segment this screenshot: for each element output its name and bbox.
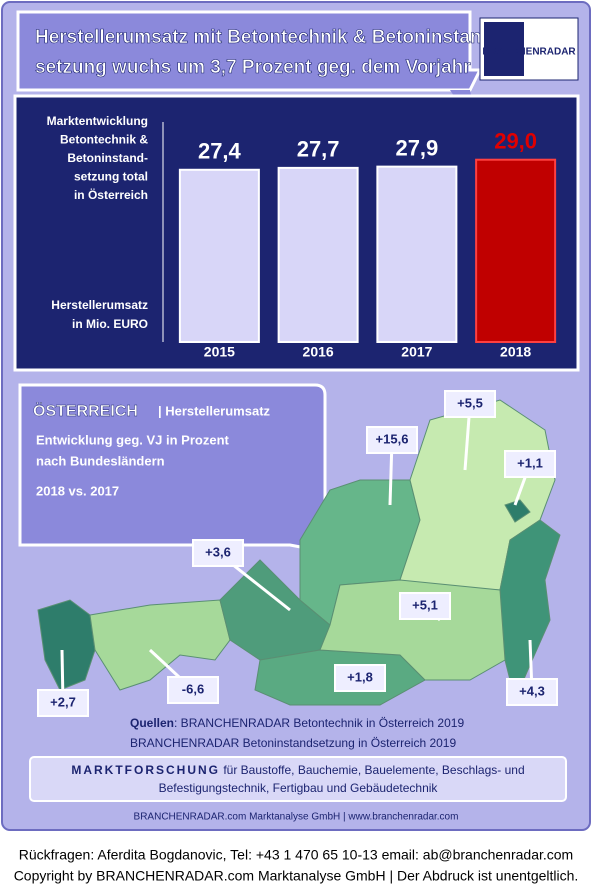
x-tick-label: 2016	[303, 344, 334, 360]
title-box	[16, 10, 483, 92]
label-box	[334, 664, 386, 692]
region-tirol	[89, 599, 231, 691]
region-labels: +5,5 +15,6 +1,1 +3,6 +5,1 +2,7 -6,6 +1,8 +4,3	[37, 390, 558, 717]
label-box	[399, 592, 451, 620]
title: Herstellerumsatz mit Betontechnik & Beto…	[35, 27, 500, 48]
y-axis-label: Betoninstand-	[67, 151, 148, 165]
value-label: 27,9	[395, 135, 438, 160]
sources-line: : BRANCHENRADAR Betontechnik in Österrei…	[174, 716, 464, 730]
label-box	[506, 678, 558, 706]
region-label: -6,6	[182, 681, 204, 696]
title: setzung wuchs um 3,7 Prozent geg. dem Vo…	[35, 57, 471, 78]
region-label: +1,8	[347, 669, 373, 684]
sources: Quellen: BRANCHENRADAR Betontechnik in Ö…	[130, 716, 464, 730]
value-label: 29,0	[494, 129, 537, 154]
region-label: +2,7	[50, 694, 76, 709]
research-line: Befestigungstechnik, Fertigbau und Gebäu…	[159, 781, 439, 795]
label-box	[167, 676, 219, 704]
x-tick-label: 2018	[500, 344, 531, 360]
map-title-suffix: | Herstellerumsatz	[158, 403, 271, 418]
region-label: +15,6	[376, 431, 409, 446]
austria-map	[37, 399, 561, 706]
footer-line: Copyright by BRANCHENRADAR.com Marktanal…	[14, 868, 579, 884]
region-label: +5,1	[412, 597, 438, 612]
value-label: 27,4	[198, 139, 242, 164]
bar	[277, 166, 359, 343]
imprint: BRANCHENRADAR.com Marktanalyse GmbH | ww…	[134, 812, 459, 823]
region-vorarlberg	[37, 599, 96, 691]
research: MARKTFORSCHUNG für Baustoffe, Bauchemie,…	[71, 763, 524, 777]
region-label: +3,6	[205, 544, 231, 559]
x-tick-label: 2017	[401, 344, 432, 360]
bar	[376, 165, 458, 343]
bar-chart: Marktentwicklung Betontechnik & Betoninsta…	[47, 114, 557, 360]
footer-line: Rückfragen: Aferdita Bogdanovic, Tel: +4…	[19, 847, 573, 863]
sources-line: BRANCHENRADAR Betoninstandsetzung in Öst…	[130, 736, 456, 750]
region-steiermark	[319, 579, 506, 681]
region-label: +1,1	[517, 455, 543, 470]
region-label: +4,3	[519, 683, 545, 698]
research-lead: MARKTFORSCHUNG	[71, 763, 220, 777]
y-axis-label: setzung total	[74, 170, 148, 184]
logo: BRANCHENRADAR	[482, 47, 576, 58]
bar	[475, 158, 557, 343]
map-subtitle: nach Bundesländern	[36, 453, 165, 468]
bar	[178, 168, 260, 343]
label-box	[37, 689, 89, 717]
label-box	[192, 539, 244, 567]
label-box	[366, 426, 418, 454]
y-axis-label: in Österreich	[74, 187, 148, 202]
sources-prefix: Quellen	[130, 716, 174, 730]
research-line: für Baustoffe, Bauchemie, Bauelemente, B…	[220, 763, 525, 777]
y-axis-label: Betontechnik &	[60, 133, 148, 147]
research-box	[29, 756, 567, 802]
y-axis-label: Marktentwicklung	[47, 114, 148, 128]
logo-mark	[484, 22, 524, 76]
x-tick-label: 2015	[204, 344, 235, 360]
map-title: ÖSTERREICH	[33, 401, 138, 420]
value-label: 27,7	[297, 137, 340, 162]
label-box	[504, 450, 556, 478]
unit-label: in Mio. EURO	[72, 317, 148, 331]
map-subtitle: Entwicklung geg. VJ in Prozent	[36, 432, 230, 447]
label-box	[444, 390, 496, 418]
map-period: 2018 vs. 2017	[36, 483, 119, 498]
region-label: +5,5	[457, 395, 483, 410]
unit-label: Herstellerumsatz	[51, 298, 148, 312]
